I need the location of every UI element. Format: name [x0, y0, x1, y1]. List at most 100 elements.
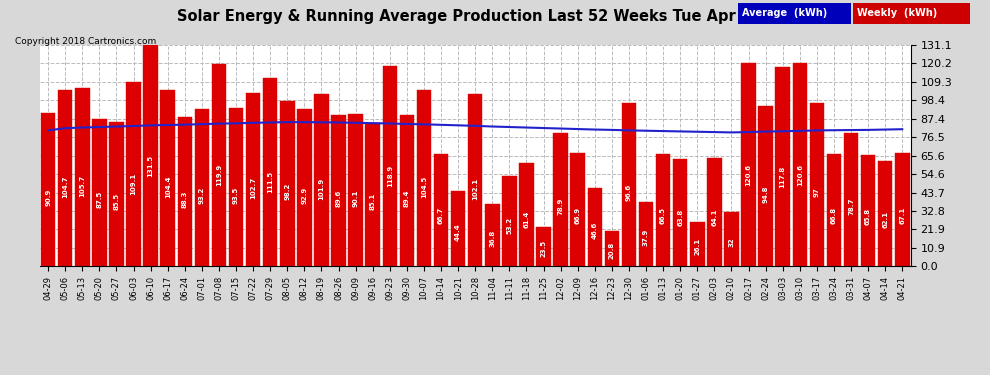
Bar — [485, 204, 500, 266]
Text: 102.1: 102.1 — [472, 178, 478, 200]
Bar — [639, 202, 653, 266]
Bar — [570, 153, 585, 266]
Bar — [724, 212, 739, 266]
Text: 101.9: 101.9 — [319, 178, 325, 200]
Text: 85.5: 85.5 — [114, 193, 120, 210]
Text: 36.8: 36.8 — [489, 230, 495, 247]
Text: 53.2: 53.2 — [506, 217, 513, 234]
Text: 67.1: 67.1 — [899, 207, 905, 224]
Text: 66.5: 66.5 — [660, 207, 666, 224]
Bar — [280, 100, 295, 266]
Bar — [673, 159, 687, 266]
Text: 102.7: 102.7 — [250, 177, 256, 200]
Text: 78.7: 78.7 — [848, 198, 854, 215]
Bar — [177, 117, 192, 266]
Bar — [348, 114, 363, 266]
Bar — [417, 90, 432, 266]
Text: 89.6: 89.6 — [336, 190, 342, 207]
Text: 92.9: 92.9 — [301, 187, 307, 204]
Text: 109.1: 109.1 — [131, 172, 137, 195]
Text: 104.7: 104.7 — [62, 176, 68, 198]
Text: 120.6: 120.6 — [745, 164, 751, 186]
Text: 66.7: 66.7 — [438, 207, 445, 224]
Bar — [92, 118, 107, 266]
Bar — [144, 44, 157, 266]
Text: Average  (kWh): Average (kWh) — [742, 9, 827, 18]
Text: 20.8: 20.8 — [609, 242, 615, 259]
Bar — [742, 63, 755, 266]
Bar — [690, 222, 705, 266]
Bar — [109, 122, 124, 266]
Bar — [587, 188, 602, 266]
Text: 88.3: 88.3 — [182, 190, 188, 208]
Bar — [895, 153, 910, 266]
Bar — [195, 109, 209, 266]
Bar — [861, 155, 875, 266]
Text: 119.9: 119.9 — [216, 164, 222, 186]
Text: Solar Energy & Running Average Production Last 52 Weeks Tue Apr 24 19:49: Solar Energy & Running Average Productio… — [177, 9, 813, 24]
Text: 61.4: 61.4 — [524, 211, 530, 228]
Bar — [297, 110, 312, 266]
Text: 104.4: 104.4 — [164, 176, 170, 198]
Bar — [775, 68, 790, 266]
Text: 44.4: 44.4 — [455, 224, 461, 242]
Text: 65.8: 65.8 — [865, 208, 871, 225]
Bar — [212, 64, 227, 266]
Text: 97: 97 — [814, 188, 820, 198]
Bar — [553, 133, 568, 266]
Text: 62.1: 62.1 — [882, 210, 888, 228]
Bar — [434, 154, 448, 266]
Text: 37.9: 37.9 — [644, 229, 649, 246]
Bar — [707, 158, 722, 266]
Text: 90.9: 90.9 — [46, 189, 51, 206]
Text: 120.6: 120.6 — [797, 164, 803, 186]
Text: 23.5: 23.5 — [541, 240, 546, 257]
Text: 66.9: 66.9 — [574, 207, 581, 224]
Text: 93.5: 93.5 — [233, 187, 239, 204]
Text: 26.1: 26.1 — [694, 238, 700, 255]
Text: 118.9: 118.9 — [387, 165, 393, 187]
Bar — [810, 102, 824, 266]
Text: 46.6: 46.6 — [592, 222, 598, 240]
Bar — [127, 82, 141, 266]
Text: 85.1: 85.1 — [369, 193, 376, 210]
Bar — [41, 113, 55, 266]
Text: 105.7: 105.7 — [79, 175, 85, 197]
Text: 66.8: 66.8 — [831, 207, 837, 224]
Bar — [332, 115, 346, 266]
Bar — [382, 66, 397, 266]
Text: Weekly  (kWh): Weekly (kWh) — [857, 9, 938, 18]
Bar — [758, 106, 773, 266]
Bar — [450, 191, 465, 266]
Text: 87.5: 87.5 — [96, 191, 102, 208]
Text: 89.4: 89.4 — [404, 190, 410, 207]
Text: Copyright 2018 Cartronics.com: Copyright 2018 Cartronics.com — [15, 38, 156, 46]
Bar — [519, 163, 534, 266]
Bar — [827, 153, 842, 266]
Bar — [793, 63, 807, 266]
Text: 96.6: 96.6 — [626, 184, 632, 201]
Bar — [229, 108, 244, 266]
Bar — [58, 90, 72, 266]
Bar — [537, 226, 550, 266]
Text: 32: 32 — [729, 237, 735, 247]
Bar — [75, 88, 89, 266]
Bar — [655, 154, 670, 266]
Bar — [160, 90, 175, 266]
Text: 63.8: 63.8 — [677, 209, 683, 226]
Bar — [468, 94, 482, 266]
Bar — [246, 93, 260, 266]
Text: 104.5: 104.5 — [421, 176, 427, 198]
Bar — [365, 123, 380, 266]
Bar — [263, 78, 277, 266]
Text: 94.8: 94.8 — [762, 186, 768, 203]
Text: 93.2: 93.2 — [199, 187, 205, 204]
Text: 78.9: 78.9 — [557, 198, 563, 215]
Bar — [622, 103, 637, 266]
Bar — [502, 177, 517, 266]
Bar — [878, 162, 892, 266]
Text: 131.5: 131.5 — [148, 155, 153, 177]
Bar — [314, 94, 329, 266]
Text: 98.2: 98.2 — [284, 183, 290, 200]
Text: 64.1: 64.1 — [712, 209, 718, 226]
